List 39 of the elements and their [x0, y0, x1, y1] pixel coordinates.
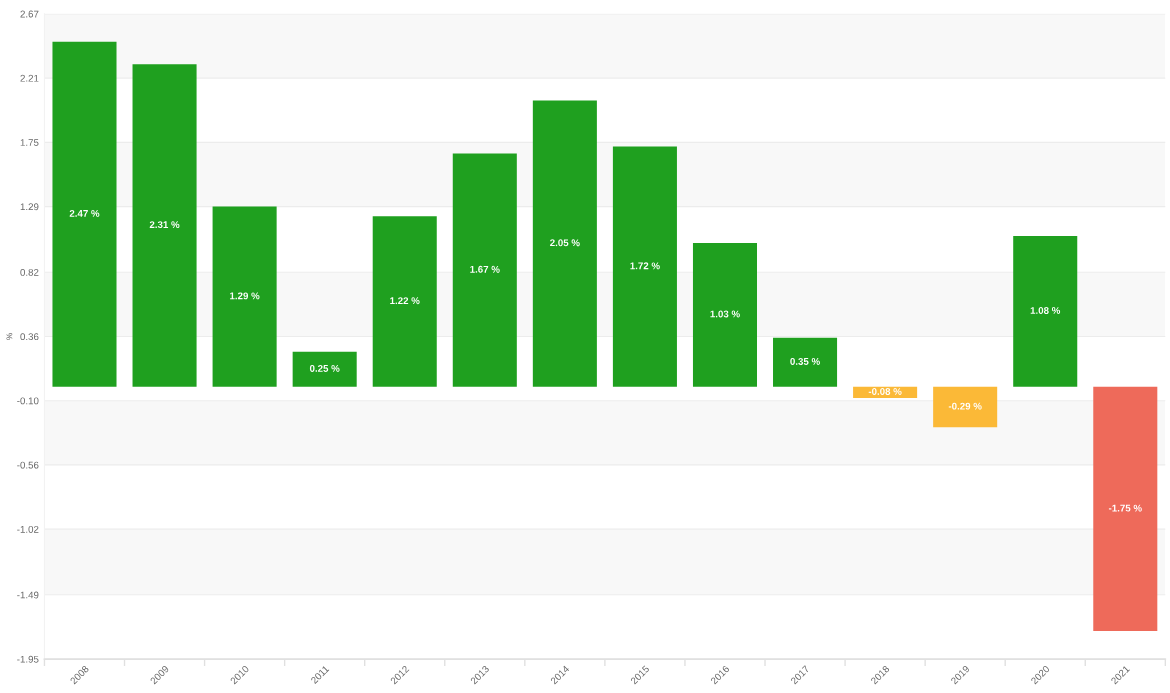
y-tick-label: -1.49	[17, 591, 39, 599]
data-label: 2.31 %	[149, 221, 180, 229]
bar	[452, 153, 517, 387]
y-tick-label: 1.75	[20, 139, 39, 146]
data-label: 1.29 %	[230, 292, 260, 300]
y-tick-label: 0.36	[20, 333, 39, 341]
data-label: 2.05 %	[550, 239, 580, 247]
y-tick-label: -0.10	[17, 397, 39, 405]
data-label: 2.47 %	[69, 209, 100, 217]
data-label: 0.25 %	[309, 364, 340, 372]
data-label: -0.29 %	[948, 402, 982, 410]
data-label: -0.08 %	[868, 388, 902, 395]
y-tick-label: -1.02	[17, 525, 39, 533]
bar	[372, 216, 437, 387]
y-tick-label: 2.67	[20, 10, 39, 18]
bar	[52, 41, 117, 387]
bar	[1093, 386, 1158, 632]
bar	[532, 100, 597, 387]
data-label: 1.72 %	[630, 262, 660, 270]
y-tick-label: 2.21	[20, 74, 39, 82]
bar	[773, 337, 838, 387]
data-label: 0.35 %	[790, 358, 820, 365]
y-tick-label: 1.29	[20, 203, 39, 211]
bar	[612, 146, 677, 387]
y-tick-label: 0.82	[20, 268, 39, 276]
y-axis-title: %	[6, 333, 13, 340]
data-label: 1.03 %	[710, 310, 740, 318]
data-label: 1.08 %	[1030, 307, 1061, 314]
data-label: -1.75 %	[1108, 504, 1142, 512]
bar	[292, 351, 357, 387]
bar	[132, 64, 197, 387]
bar	[1013, 235, 1078, 387]
y-tick-label: -1.95	[17, 655, 39, 663]
data-label: 1.22 %	[390, 297, 420, 305]
data-label: 1.67 %	[470, 265, 500, 273]
bar	[692, 242, 758, 387]
bar	[933, 386, 998, 428]
bar	[212, 206, 277, 387]
y-tick-label: -0.56	[17, 461, 39, 469]
